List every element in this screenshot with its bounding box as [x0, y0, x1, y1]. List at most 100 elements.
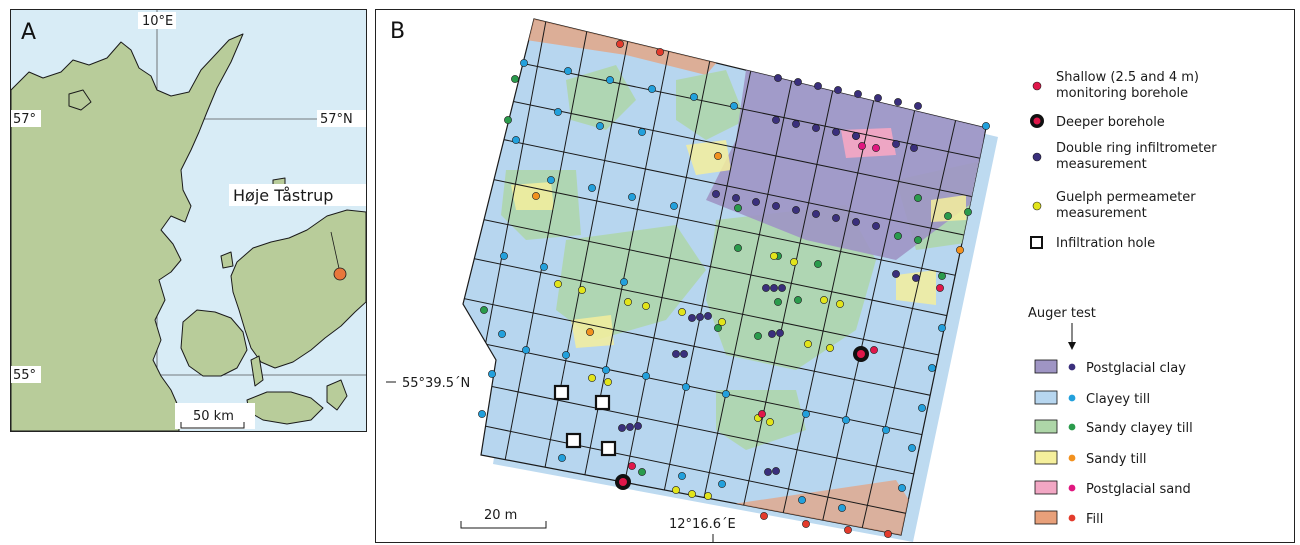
guelph-point	[718, 318, 726, 326]
lat-55-left-label: 55°	[13, 368, 36, 383]
clayey-till-point	[642, 372, 650, 380]
legend-fill-dot	[1068, 514, 1076, 522]
clayey-till-point	[898, 484, 906, 492]
legend-clayey-till-dot	[1068, 394, 1076, 402]
postglacial-clay-point	[770, 284, 778, 292]
postglacial-clay-point	[764, 468, 772, 476]
sandy-clayey-till-point	[754, 332, 762, 340]
grid-line	[855, 109, 959, 535]
postglacial-clay-point	[672, 350, 680, 358]
legend-guelph-line2: measurement	[1056, 206, 1147, 221]
fill-point	[802, 520, 810, 528]
postglacial-clay-point	[892, 270, 900, 278]
clayey-till-point	[918, 404, 926, 412]
sandy-clayey-till-point	[714, 324, 722, 332]
jutland-land	[11, 33, 244, 431]
legend-infiltrometer-line1: Double ring infiltrometer	[1056, 141, 1217, 156]
scale-label: 20 m	[484, 508, 517, 523]
lat57-right-bg	[317, 110, 366, 127]
postglacial-clay-point	[772, 467, 780, 475]
guelph-point	[704, 492, 712, 500]
postglacial-clay-point	[812, 210, 820, 218]
grid-line	[463, 417, 986, 533]
guelph-point	[624, 298, 632, 306]
legend-infiltration-hole-line1: Infiltration hole	[1056, 236, 1155, 251]
scale-label: 50 km	[193, 409, 234, 424]
clayey-till-point	[718, 480, 726, 488]
clayey-till-point	[928, 364, 936, 372]
grid-line	[814, 99, 918, 535]
samso-island	[220, 251, 234, 269]
postglacial-clay-point	[912, 274, 920, 282]
sandy-clayey-till-point	[734, 244, 742, 252]
shallow-borehole	[936, 284, 944, 292]
sandy-clayey-till-point	[504, 116, 512, 124]
scale-bg	[175, 403, 255, 429]
guelph-point	[642, 302, 650, 310]
infiltration-hole	[600, 440, 617, 457]
legend-sandy-clayey-till-label: Sandy clayey till	[1086, 421, 1193, 436]
grid-line	[505, 59, 986, 175]
legend-sandy-till-dot	[1068, 454, 1076, 462]
legend-clayey-till-swatch	[1034, 390, 1058, 405]
postglacial-clay-point	[832, 214, 840, 222]
legend-guelph-line1: Guelph permeameter	[1056, 190, 1196, 205]
grid-line	[463, 337, 986, 453]
lat55-left-bg	[11, 366, 41, 383]
guelph-point	[688, 490, 696, 498]
guelph-point	[554, 280, 562, 288]
lon-label: 12°16.6´E	[669, 517, 736, 532]
legend-fill-label: Fill	[1086, 512, 1103, 527]
legend-fill-swatch	[1034, 510, 1058, 525]
sandy-till-zone-1	[686, 140, 731, 175]
clayey-till-point	[478, 410, 486, 418]
auger-arrow-head	[1068, 342, 1076, 350]
sandy-clayey-till-point	[774, 298, 782, 306]
fill-point	[884, 530, 892, 538]
site-label: Høje Tåstrup	[233, 186, 333, 205]
clayey-till-point	[522, 346, 530, 354]
sandy-till-point	[956, 246, 964, 254]
langeland-island	[250, 355, 264, 387]
postglacial-clay-point	[852, 132, 860, 140]
guelph-point	[826, 344, 834, 352]
panel-b-site-map: B 55°39.5´N 12°16.6´E 20 m Shallow (2.5 …	[375, 9, 1295, 543]
auger-title: Auger test	[1028, 306, 1096, 321]
guelph-point	[672, 486, 680, 494]
shallow-borehole	[758, 410, 766, 418]
clayey-till-point	[670, 202, 678, 210]
clayey-till-point	[690, 93, 698, 101]
postglacial-clay-point	[892, 140, 900, 148]
legend-postglacial-sand-swatch	[1034, 480, 1058, 495]
scale-bar	[180, 422, 245, 429]
sandy-clayey-till-point	[964, 208, 972, 216]
land-masses	[11, 33, 366, 431]
legend-infiltrometer-line2: measurement	[1056, 157, 1147, 172]
guelph-point	[804, 340, 812, 348]
legend-postglacial-sand-label: Postglacial sand	[1086, 482, 1191, 497]
panel-a-letter: A	[21, 20, 36, 45]
sandy-clayey-till-point	[938, 272, 946, 280]
postglacial-clay-point	[772, 202, 780, 210]
clayey-till-point	[554, 108, 562, 116]
clayey-till-point	[628, 193, 636, 201]
grid-line	[773, 89, 877, 535]
postglacial-sand-zone	[841, 128, 896, 158]
postglacial-sand-point	[872, 144, 880, 152]
lat57-left-bg	[11, 110, 41, 127]
postglacial-clay-point	[874, 94, 882, 102]
sandy-clayey-till-point	[794, 296, 802, 304]
clayey-till-point	[512, 136, 520, 144]
legend-shallow-line2: monitoring borehole	[1056, 86, 1188, 101]
lolland-land	[246, 391, 324, 425]
sandy-clayey-till-point	[914, 194, 922, 202]
legend-deeper-line1: Deeper borehole	[1056, 115, 1165, 130]
site-label-bg	[229, 184, 366, 206]
clayey-till-point	[908, 444, 916, 452]
zealand-land	[230, 209, 366, 369]
guelph-point	[820, 296, 828, 304]
postglacial-clay-point	[792, 206, 800, 214]
postglacial-clay-point	[696, 313, 704, 321]
fill-point	[656, 48, 664, 56]
denmark-map-svg: A 10°E 57° 57°N 55° Høje Tåstrup 50 km	[11, 10, 366, 431]
